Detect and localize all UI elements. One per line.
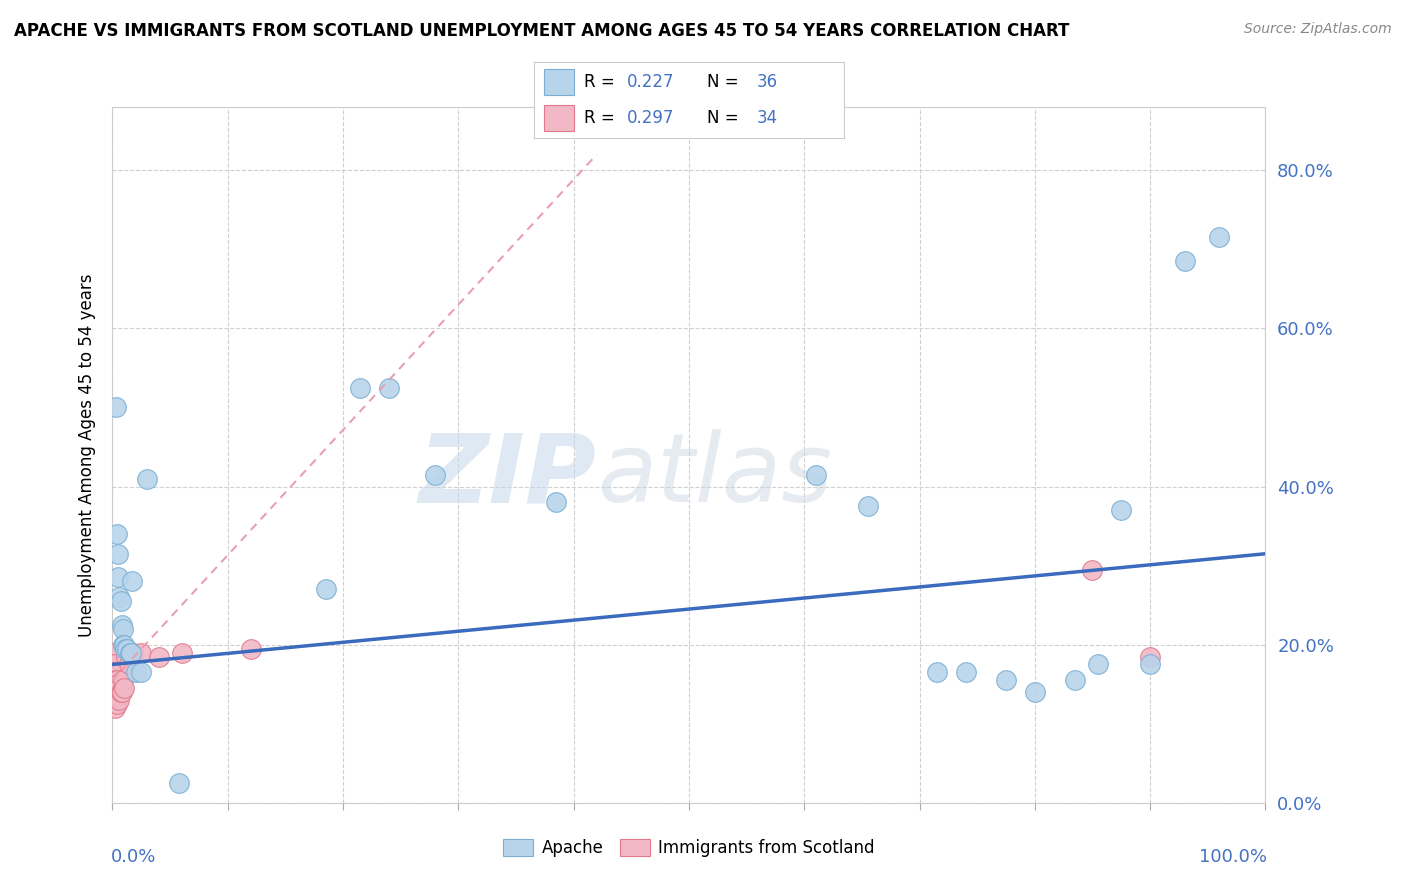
Text: N =: N = [707,109,744,127]
Text: 0.0%: 0.0% [111,848,156,866]
Point [1081,563,1104,577]
Point [103,681,125,695]
Point [104,693,127,707]
Point [425,467,447,482]
Text: 0.297: 0.297 [627,109,675,127]
Point [546,495,568,509]
Point [103,673,125,688]
Point [104,401,127,415]
Point [136,472,159,486]
Point [107,689,129,703]
Point [104,693,127,707]
Point [129,665,153,680]
Point [239,641,262,656]
Point [104,681,127,695]
Point [103,646,125,660]
Point [117,657,139,672]
Point [111,685,134,699]
Point [108,693,131,707]
Text: 34: 34 [756,109,778,127]
Text: N =: N = [707,73,744,91]
Point [111,638,134,652]
Point [124,665,146,680]
Point [148,649,170,664]
Point [315,582,337,597]
Point [110,685,132,699]
Point [1174,254,1197,268]
Point [104,673,127,688]
Point [1024,685,1046,699]
Text: 36: 36 [756,73,778,91]
Point [103,665,125,680]
Point [101,657,124,672]
Text: R =: R = [583,73,620,91]
Point [115,649,138,664]
Point [1064,673,1087,688]
Point [104,685,127,699]
Point [117,641,139,656]
Text: atlas: atlas [596,429,832,523]
Point [107,677,129,691]
Point [925,665,948,680]
Point [1208,230,1230,244]
Y-axis label: Unemployment Among Ages 45 to 54 years: Unemployment Among Ages 45 to 54 years [77,273,96,637]
Point [111,618,134,632]
Point [169,776,191,790]
Point [105,673,128,688]
Point [103,657,125,672]
Point [118,646,141,660]
Point [1087,657,1109,672]
Text: 100.0%: 100.0% [1198,848,1267,866]
Point [108,591,131,605]
Point [105,685,128,699]
Bar [544,70,575,95]
Point [111,673,134,688]
Point [108,681,131,695]
Point [107,547,129,561]
Point [112,681,135,695]
Point [1139,657,1161,672]
Point [111,622,134,636]
Point [107,570,129,584]
Point [129,646,153,660]
Text: Source: ZipAtlas.com: Source: ZipAtlas.com [1244,22,1392,37]
Point [1111,503,1133,517]
Point [804,467,827,482]
Point [378,381,401,395]
Point [120,646,142,660]
Bar [544,105,575,130]
Text: R =: R = [583,109,620,127]
Point [122,646,145,660]
Point [955,665,977,680]
Point [110,594,132,608]
Point [1139,649,1161,664]
Point [104,673,127,688]
Point [105,527,128,541]
Point [121,574,143,589]
Point [114,641,136,656]
Text: 0.227: 0.227 [627,73,675,91]
Text: ZIP: ZIP [419,429,596,523]
Point [104,665,127,680]
Point [856,500,879,514]
Point [995,673,1018,688]
Point [170,646,193,660]
Legend: Apache, Immigrants from Scotland: Apache, Immigrants from Scotland [496,832,882,864]
Point [104,701,127,715]
Text: APACHE VS IMMIGRANTS FROM SCOTLAND UNEMPLOYMENT AMONG AGES 45 TO 54 YEARS CORREL: APACHE VS IMMIGRANTS FROM SCOTLAND UNEMP… [14,22,1070,40]
Point [105,697,128,711]
Point [112,638,135,652]
Point [349,381,371,395]
